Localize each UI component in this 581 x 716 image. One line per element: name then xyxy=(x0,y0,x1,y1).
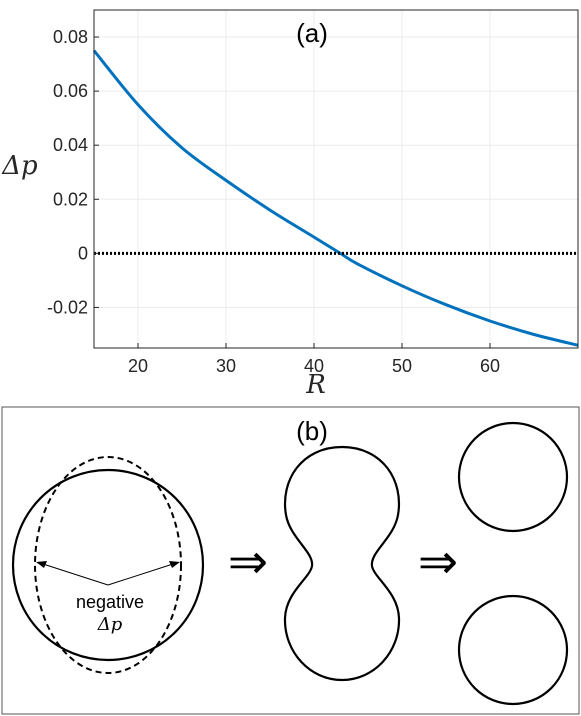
delta-p-curve xyxy=(92,49,579,347)
x-tick-label: 30 xyxy=(216,356,236,376)
y-tick-label: 0.08 xyxy=(53,27,88,47)
panel-label-a: (a) xyxy=(296,18,328,48)
tick-layer: 20 30 40 50 60 0.08 0.06 0.04 0.02 0 -0.02 xyxy=(47,27,500,376)
plot-area xyxy=(94,10,578,348)
annotation-negative: negative xyxy=(76,592,144,612)
diagram-panel-b: (b) negative Δp ⇒ ⇒ xyxy=(1,406,580,715)
deformed-droplet-dashed xyxy=(34,456,182,674)
y-tick-label: 0.04 xyxy=(53,135,88,155)
x-axis-label: R xyxy=(305,370,326,400)
daughter-droplet-top xyxy=(457,421,569,533)
x-tick-label: 50 xyxy=(392,356,412,376)
arrow-left xyxy=(39,562,109,586)
plot-frame xyxy=(93,9,579,349)
y-tick-label: 0.02 xyxy=(53,189,88,209)
grid-lines xyxy=(94,10,578,348)
arrowhead-right xyxy=(169,561,180,568)
x-tick-label: 60 xyxy=(480,356,500,376)
annotation-delta-p: Δp xyxy=(97,614,123,635)
y-axis-label: Δp xyxy=(1,151,38,181)
arrowhead-left xyxy=(36,561,47,568)
circular-droplet xyxy=(11,468,205,662)
y-tick-label: 0 xyxy=(78,243,88,263)
daughter-droplet-bottom xyxy=(457,594,569,706)
series-layer xyxy=(92,49,579,347)
transition-arrow-1: ⇒ xyxy=(228,534,268,590)
transition-arrow-2: ⇒ xyxy=(418,534,458,590)
pinching-droplet xyxy=(283,445,401,682)
diagram-frame xyxy=(1,406,580,715)
y-tick-label: -0.02 xyxy=(47,297,88,317)
y-tick-label: 0.06 xyxy=(53,81,88,101)
x-tick-label: 20 xyxy=(128,356,148,376)
panel-label-b: (b) xyxy=(296,416,328,446)
chart-panel-a: 20 30 40 50 600.080.060.040.020-0.02 (a) Δp … xyxy=(1,9,579,400)
arrow-right xyxy=(107,562,177,586)
x-tick-label: 40 xyxy=(304,356,324,376)
